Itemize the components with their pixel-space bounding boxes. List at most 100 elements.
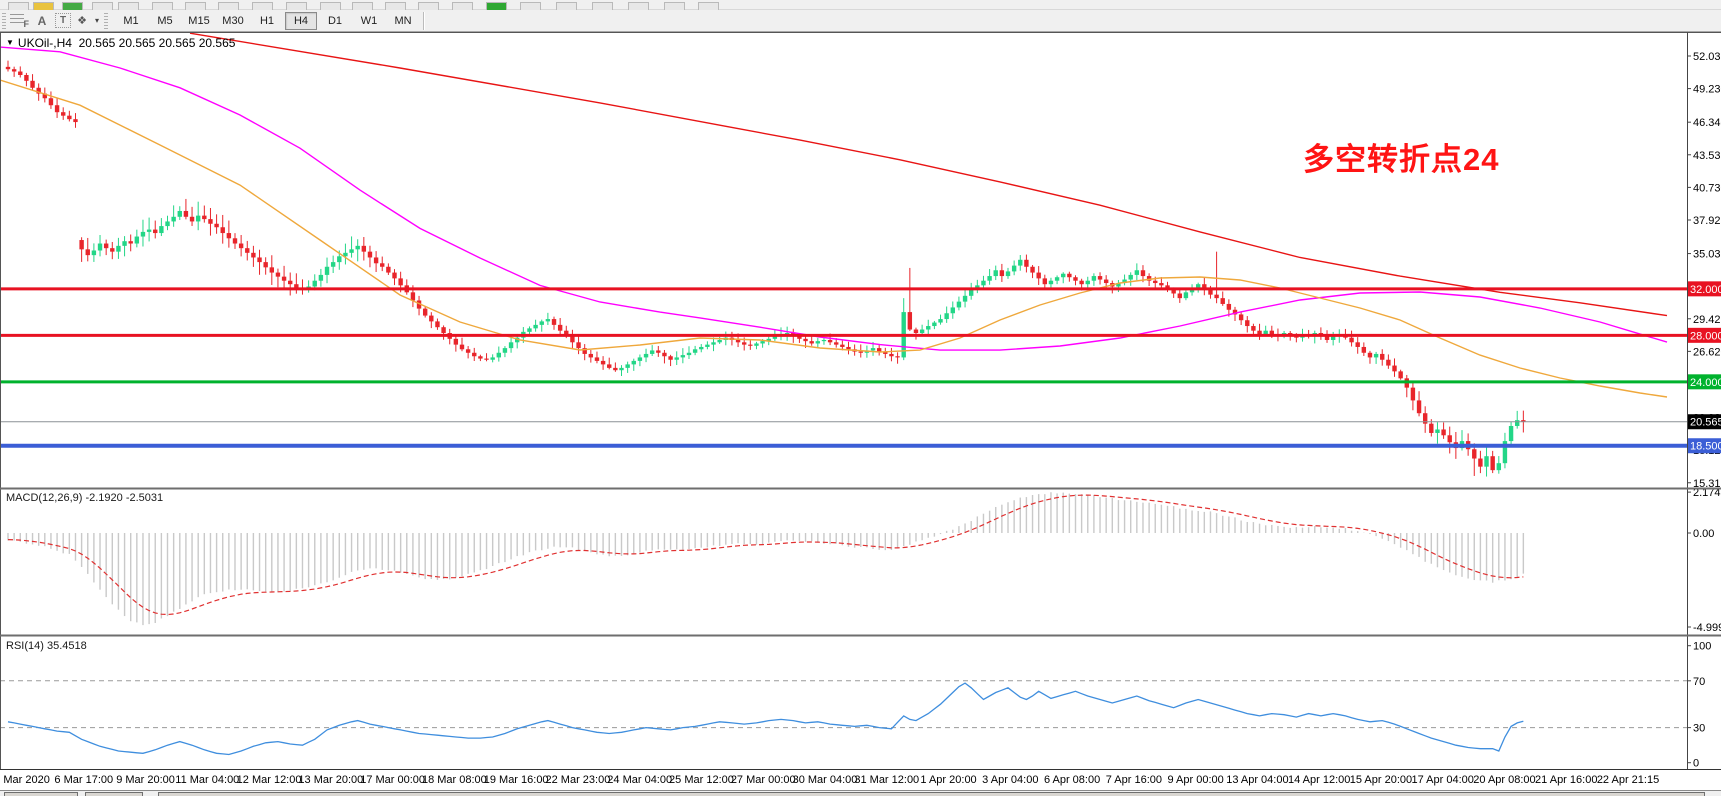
chart-tab-bar <box>0 790 1721 796</box>
rsi-indicator-label: RSI(14) 35.4518 <box>6 640 87 652</box>
toolbar-button-sliver <box>556 2 577 10</box>
rsi-pane[interactable] <box>0 680 1687 756</box>
upper-toolbar-sliver <box>0 0 1721 10</box>
time-axis-label: 27 Mar 00:00 <box>731 774 796 786</box>
toolbar-button-sliver <box>486 2 507 10</box>
timeframe-button-m30[interactable]: M30 <box>222 14 244 27</box>
toolbar-button-sliver <box>664 2 685 10</box>
timeframe-button-h4[interactable]: H4 <box>285 11 317 30</box>
toolbar-button-sliver <box>452 2 473 10</box>
timeframe-button-w1[interactable]: W1 <box>360 14 378 27</box>
macd-axis-label: -4.9995 <box>1693 622 1721 634</box>
toolbar-button-sliver <box>8 2 29 10</box>
ma-mid-magenta <box>0 46 1668 351</box>
ohlc-values: 20.565 20.565 20.565 20.565 <box>78 36 236 50</box>
toolbar-grip[interactable] <box>2 12 6 29</box>
toolbar-button-sliver <box>252 2 273 10</box>
time-axis-label: 5 Mar 2020 <box>0 774 50 786</box>
price-badge-label: 32.000 <box>1690 284 1721 296</box>
price-axis-label: 43.535 <box>1693 150 1721 162</box>
toolbar-button-sliver <box>92 2 113 10</box>
toolbar-button-sliver <box>118 2 139 10</box>
timeframe-button-d1[interactable]: D1 <box>327 14 343 27</box>
price-axis-label: 37.925 <box>1693 215 1721 227</box>
price-axis-label: 15.315 <box>1693 478 1721 490</box>
rsi-axis-label: 0 <box>1693 758 1699 770</box>
main-price-pane[interactable] <box>0 32 1687 477</box>
chevron-down-icon[interactable]: ▾ <box>94 16 99 25</box>
macd-signal-line <box>7 494 1524 616</box>
toolbar-button-sliver <box>185 2 206 10</box>
macd-indicator-label: MACD(12,26,9) -2.1920 -2.5031 <box>6 492 164 504</box>
price-badge <box>1688 438 1721 454</box>
arrows-icon[interactable]: ❖ <box>77 15 87 27</box>
time-axis-label: 13 Apr 04:00 <box>1226 774 1288 786</box>
macd-pane[interactable] <box>7 492 1525 626</box>
ma-fast-orange <box>0 79 1668 398</box>
text-icon[interactable]: A <box>37 13 47 28</box>
chart-tab[interactable] <box>4 792 78 796</box>
toolbar-button-sliver <box>352 2 373 10</box>
rsi-axis-label: 100 <box>1693 641 1711 653</box>
toolbar-separator <box>423 11 424 30</box>
toolbar: F A T ❖ ▾ M1 M5 M15 M30 H1 H4 D1 W1 MN <box>0 10 1721 32</box>
macd-axis-label: 0.00 <box>1693 528 1714 540</box>
timeframe-button-m1[interactable]: M1 <box>123 14 139 27</box>
time-axis-label: 11 Mar 04:00 <box>175 774 239 786</box>
price-axis-label: 26.620 <box>1693 346 1721 358</box>
price-axis-label: 35.035 <box>1693 249 1721 261</box>
rsi-axis-label: 70 <box>1693 676 1705 688</box>
fibonacci-icon[interactable]: F <box>9 12 29 29</box>
chart-title: ▼ UKOil-,H4 20.565 20.565 20.565 20.565 <box>6 36 235 50</box>
time-axis-label: 12 Mar 12:00 <box>237 774 302 786</box>
toolbar-button-sliver <box>520 2 541 10</box>
price-axis-label: 46.340 <box>1693 117 1721 129</box>
toolbar-button-sliver <box>152 2 173 10</box>
timeframe-button-m15[interactable]: M15 <box>188 14 210 27</box>
toolbar-button-sliver <box>286 2 307 10</box>
toolbar-button-sliver <box>592 2 613 10</box>
symbol-name: UKOil-,H4 <box>17 36 72 50</box>
toolbar-button-sliver <box>385 2 406 10</box>
price-badge <box>1688 281 1721 297</box>
toolbar-button-sliver <box>218 2 239 10</box>
price-axis-label: 49.230 <box>1693 84 1721 96</box>
time-axis-label: 25 Mar 12:00 <box>669 774 734 786</box>
timeframe-button-mn[interactable]: MN <box>394 14 412 27</box>
toolbar-button-sliver <box>628 2 649 10</box>
price-axis-label: 52.035 <box>1693 51 1721 63</box>
time-axis-label: 21 Apr 16:00 <box>1535 774 1597 786</box>
chart-annotation: 多空转折点24 <box>1303 142 1500 177</box>
rsi-line <box>7 682 1524 756</box>
text-label-icon[interactable]: T <box>55 13 71 28</box>
toolbar-button-sliver <box>698 2 719 10</box>
price-badge-label: 28.000 <box>1690 330 1721 342</box>
time-axis-label: 6 Mar 17:00 <box>54 774 113 786</box>
time-axis-label: 15 Apr 20:00 <box>1350 774 1412 786</box>
timeframe-toolbar: M1 M5 M15 M30 H1 H4 D1 W1 MN <box>114 11 420 30</box>
time-axis-label: 7 Apr 16:00 <box>1106 774 1162 786</box>
price-badge <box>1688 327 1721 343</box>
macd-axis-label: 2.1745 <box>1693 487 1721 499</box>
collapse-triangle-icon[interactable]: ▼ <box>6 38 14 47</box>
price-badge-label: 18.500 <box>1690 441 1721 453</box>
price-badge-label: 24.000 <box>1690 377 1721 389</box>
time-axis-label: 22 Apr 21:15 <box>1597 774 1659 786</box>
time-axis-label: 20 Apr 08:00 <box>1473 774 1535 786</box>
timeframe-button-m5[interactable]: M5 <box>157 14 173 27</box>
time-axis-label: 9 Apr 00:00 <box>1167 774 1223 786</box>
toolbar-grip[interactable] <box>104 12 108 29</box>
chart-tab[interactable] <box>158 792 1705 796</box>
toolbar-button-sliver <box>33 2 54 10</box>
timeframe-button-h1[interactable]: H1 <box>259 14 275 27</box>
ma-slow-red <box>189 32 1668 317</box>
time-axis-label: 6 Apr 08:00 <box>1044 774 1100 786</box>
chart-tab[interactable] <box>85 792 143 796</box>
time-axis-label: 31 Mar 12:00 <box>854 774 919 786</box>
price-badge <box>1688 374 1721 390</box>
time-axis-label: 24 Mar 04:00 <box>607 774 672 786</box>
price-badge <box>1688 414 1721 430</box>
rsi-axis-label: 30 <box>1693 723 1705 735</box>
